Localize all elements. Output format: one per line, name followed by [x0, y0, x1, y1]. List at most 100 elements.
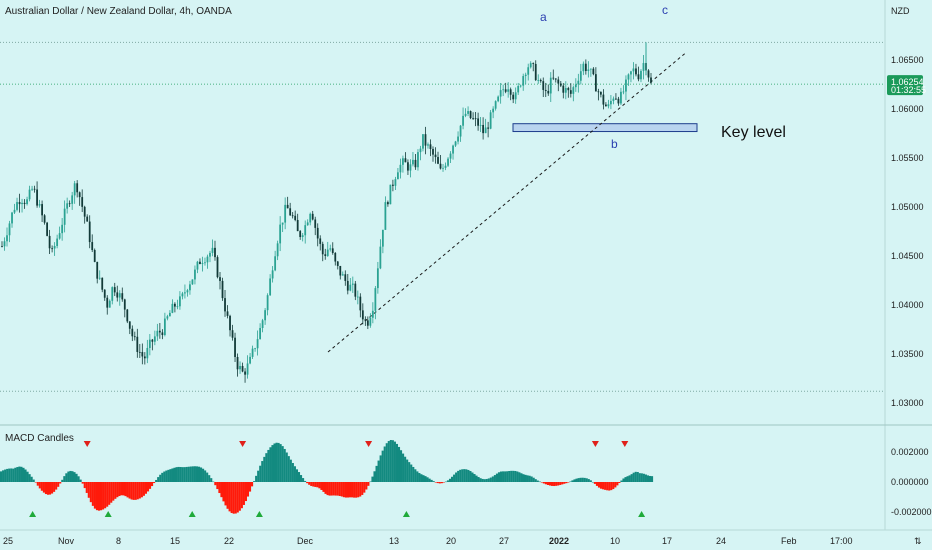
candle-body: [617, 98, 620, 104]
candle-body: [289, 208, 292, 216]
candle-body: [437, 157, 439, 164]
key-level-label: Key level: [721, 124, 786, 141]
macd-bar: [238, 482, 241, 511]
candle-body: [156, 330, 159, 337]
macd-bar: [297, 472, 301, 482]
macd-bar: [181, 467, 184, 482]
macd-bar: [524, 474, 527, 482]
candle-body: [173, 303, 176, 307]
candle-body: [133, 336, 136, 338]
macd-bar: [118, 482, 121, 497]
candle-body: [153, 336, 156, 342]
candle-body: [53, 245, 56, 249]
macd-bar: [602, 482, 605, 490]
candle-body: [597, 91, 600, 93]
candle-body: [189, 284, 191, 291]
macd-axis: 0.002000 0.000000 -0.002000: [891, 447, 932, 517]
macd-bar: [69, 470, 72, 482]
candle-body: [301, 235, 304, 238]
key-level-rect[interactable]: [512, 123, 698, 133]
macd-bar: [612, 482, 615, 490]
candle-body: [319, 238, 322, 244]
macd-bar: [510, 470, 513, 482]
candle-body: [650, 77, 652, 83]
macd-bar: [581, 477, 584, 482]
time-tick-label: Dec: [297, 536, 314, 546]
wave-label-a: a: [540, 10, 547, 24]
macd-bar: [146, 482, 150, 492]
auto-scale-icon[interactable]: ⇅: [914, 536, 922, 546]
candle-body: [299, 231, 302, 238]
macd-bar: [61, 479, 64, 482]
candle-body: [181, 293, 184, 297]
candle-body: [56, 238, 59, 246]
macd-bar: [104, 482, 107, 509]
macd-bar: [479, 478, 482, 482]
macd-bar: [553, 482, 556, 487]
candle-body: [534, 63, 537, 81]
candle-body: [615, 98, 617, 100]
candle-body: [620, 91, 622, 104]
macd-bar: [44, 482, 47, 495]
macd-bar: [346, 482, 350, 498]
macd-bar: [283, 448, 286, 482]
candle-body: [519, 85, 522, 87]
candle-body: [564, 88, 567, 93]
macd-bar: [353, 482, 356, 498]
key-level-zone[interactable]: Key level: [512, 123, 786, 141]
macd-bar: [210, 478, 213, 482]
macd-bar: [504, 471, 507, 482]
candle-body: [341, 274, 344, 276]
macd-bar: [457, 470, 460, 482]
candle-body: [389, 184, 392, 205]
candle-body: [239, 365, 241, 370]
candle-body: [26, 199, 28, 205]
candle-body: [101, 277, 104, 290]
candle-body: [31, 188, 33, 190]
macd-bar: [414, 469, 417, 482]
candle-body: [584, 63, 587, 72]
macd-bar: [604, 482, 607, 490]
macd-bar: [606, 482, 609, 491]
macd-bar: [459, 469, 462, 482]
candle-body: [261, 320, 264, 329]
macd-bar: [299, 475, 303, 482]
macd-bar: [251, 482, 254, 487]
macd-bar: [589, 480, 592, 482]
macd-bar: [559, 482, 562, 485]
macd-bar: [236, 482, 239, 513]
candle-body: [484, 127, 487, 134]
candle-body: [512, 94, 515, 100]
candle-body: [414, 159, 417, 168]
macd-bar: [171, 468, 174, 482]
macd-bar: [40, 482, 43, 491]
macd-buy-signal: [638, 511, 646, 517]
macd-buy-signal: [402, 511, 410, 517]
candle-body: [422, 134, 424, 149]
macd-bar: [55, 482, 58, 490]
candle-body: [201, 263, 204, 265]
macd-bar: [212, 481, 215, 483]
candle-body: [582, 63, 585, 72]
macd-bar: [218, 482, 221, 494]
candle-body: [18, 202, 21, 205]
candle-body: [554, 78, 557, 80]
candle-body: [457, 136, 459, 142]
candle-body: [274, 256, 277, 271]
candle-body: [494, 101, 497, 109]
candle-body: [477, 118, 480, 126]
macd-bar: [471, 472, 474, 482]
candle-body: [610, 100, 612, 105]
price-tick-label: 1.05000: [891, 202, 924, 212]
macd-bar: [177, 466, 180, 482]
macd-bar: [628, 475, 631, 482]
price-tick-label: 1.06000: [891, 104, 924, 114]
macd-bar: [24, 469, 27, 482]
macd-bar: [565, 482, 568, 484]
candle-body: [28, 189, 31, 200]
macd-bar: [326, 482, 329, 496]
candle-body: [246, 363, 249, 375]
candle-body: [38, 204, 41, 206]
macd-bar: [91, 482, 94, 506]
